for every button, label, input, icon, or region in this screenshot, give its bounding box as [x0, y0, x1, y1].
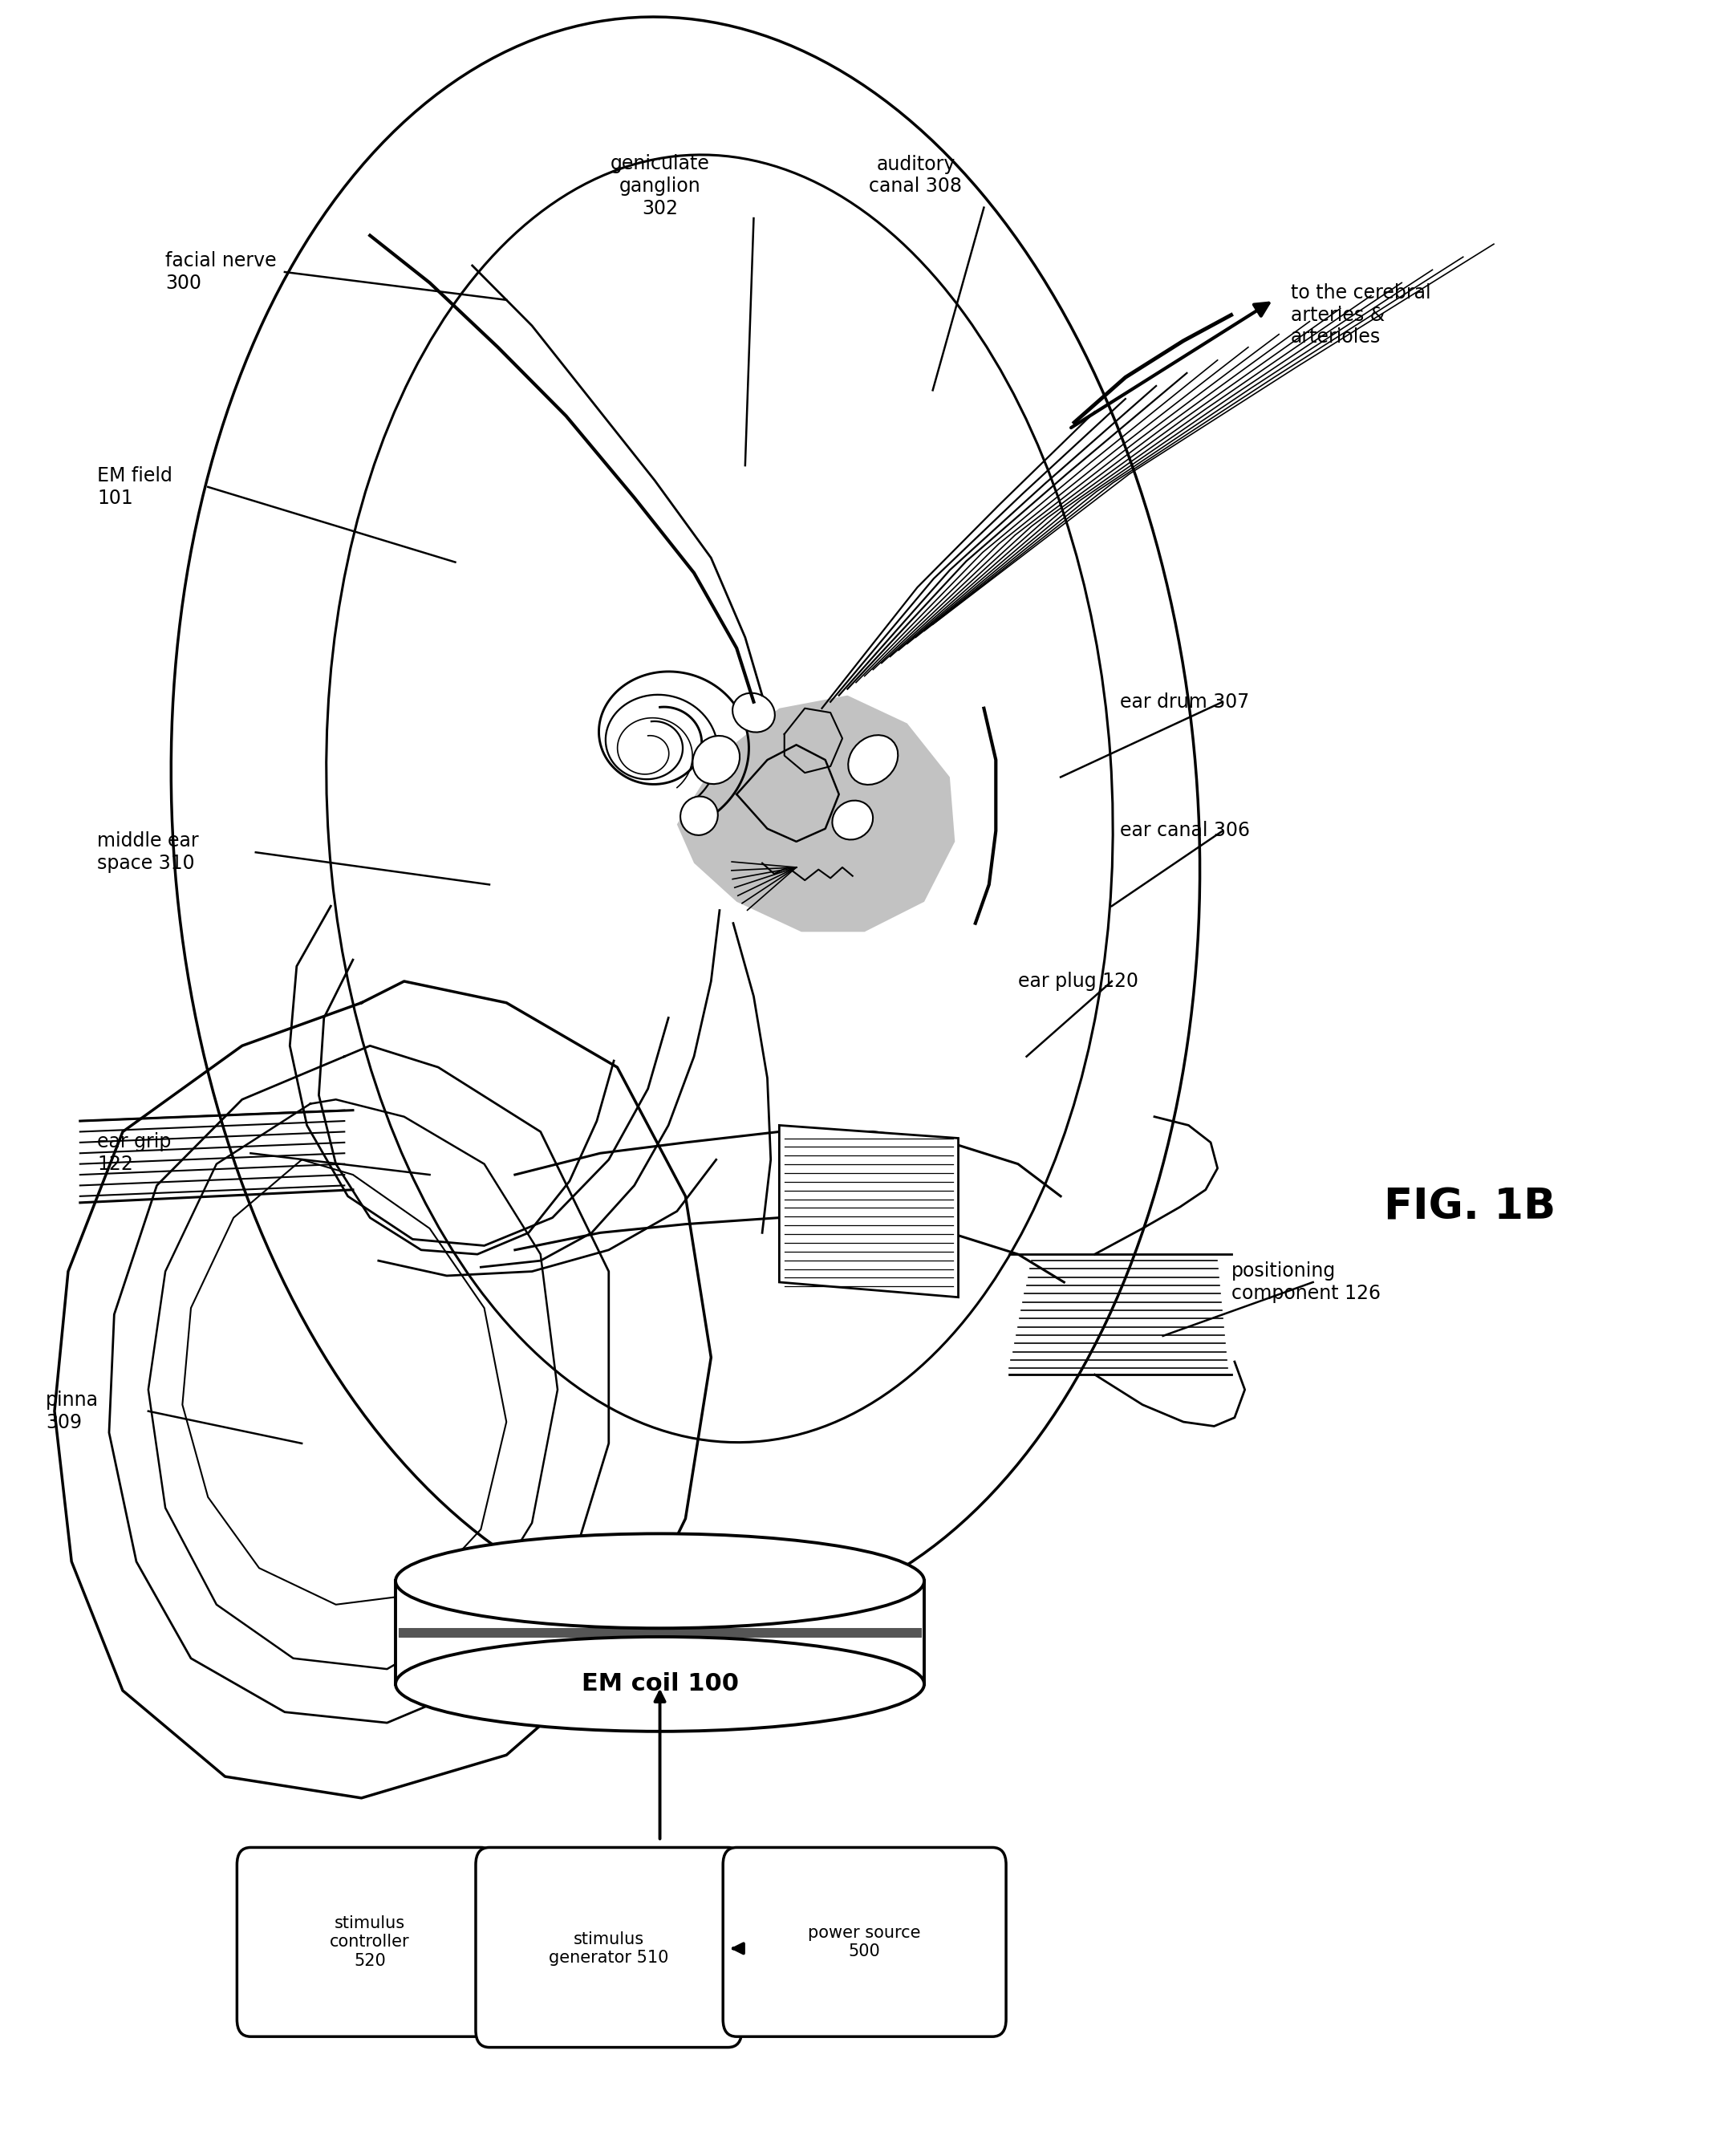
Text: geniculate
ganglion
302: geniculate ganglion 302 [609, 153, 709, 218]
FancyBboxPatch shape [722, 1848, 1007, 2037]
Text: stimulus
generator 510: stimulus generator 510 [550, 1932, 669, 1966]
Text: pinna
309: pinna 309 [46, 1391, 99, 1432]
Text: positioning
component 126: positioning component 126 [1231, 1261, 1380, 1302]
Ellipse shape [680, 796, 717, 834]
Text: ear grip
122: ear grip 122 [98, 1132, 171, 1175]
Ellipse shape [395, 1636, 924, 1731]
Text: power source
500: power source 500 [808, 1925, 921, 1960]
Text: FIG. 1B: FIG. 1B [1383, 1186, 1556, 1227]
Text: to the cerebral
arteries &
arterioles: to the cerebral arteries & arterioles [1291, 282, 1431, 347]
Text: facial nerve
300: facial nerve 300 [166, 252, 277, 293]
Text: ear canal 306: ear canal 306 [1120, 821, 1250, 841]
FancyBboxPatch shape [476, 1848, 741, 2048]
Text: ear drum 307: ear drum 307 [1120, 692, 1250, 711]
Text: EM field
101: EM field 101 [98, 466, 173, 507]
Ellipse shape [847, 735, 897, 785]
Text: stimulus
controller
520: stimulus controller 520 [330, 1915, 409, 1968]
Text: EM coil 100: EM coil 100 [582, 1673, 738, 1697]
Polygon shape [779, 1125, 959, 1298]
Text: ear plug 120: ear plug 120 [1019, 972, 1138, 992]
FancyBboxPatch shape [236, 1848, 495, 2037]
Ellipse shape [395, 1533, 924, 1628]
Polygon shape [395, 1580, 924, 1684]
Ellipse shape [733, 692, 776, 733]
Ellipse shape [693, 735, 740, 785]
Polygon shape [676, 696, 955, 931]
Ellipse shape [832, 800, 873, 839]
Text: middle ear
space 310: middle ear space 310 [98, 832, 199, 873]
Text: auditory
canal 308: auditory canal 308 [870, 155, 962, 196]
